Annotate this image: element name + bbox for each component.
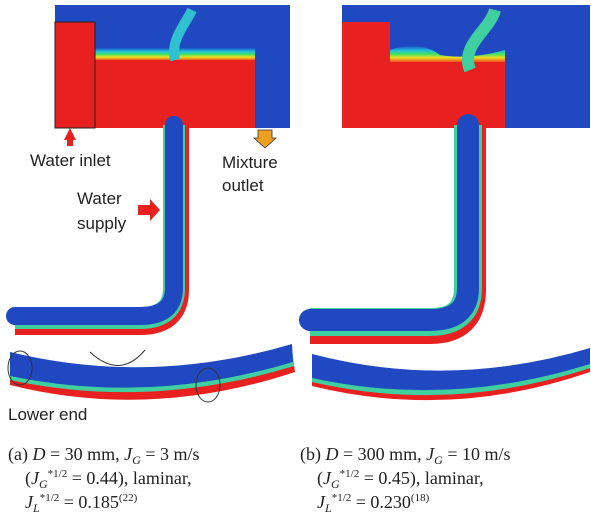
caption-line: (b) D = 300 mm, JG = 10 m/s xyxy=(300,444,511,467)
caption-segment: *1/2 xyxy=(332,492,352,504)
caption-segment: (22) xyxy=(119,492,138,504)
caption-segment: = 3 m/s xyxy=(141,444,200,464)
simulation-b xyxy=(310,5,590,400)
caption-segment: G xyxy=(39,477,48,491)
caption-segment: G xyxy=(434,453,443,467)
mixture-outlet-label: outlet xyxy=(222,176,264,195)
caption-segment: = 0.45), laminar, xyxy=(359,468,483,489)
caption-segment: = 300 mm, xyxy=(339,444,427,464)
water-supply-label: Water xyxy=(77,189,122,208)
lower-end-label: Lower end xyxy=(8,405,87,424)
caption-segment: D xyxy=(325,444,339,464)
caption-segment: *1/2 xyxy=(340,468,360,480)
water-supply-label: supply xyxy=(77,214,127,233)
caption-segment: (b) xyxy=(300,444,326,465)
caption-line: (a) D = 30 mm, JG = 3 m/s xyxy=(8,444,199,467)
figure: Water inlet Mixture outlet Water supply … xyxy=(0,0,591,526)
mixture-outlet-label: Mixture xyxy=(222,153,278,172)
caption-line: (JG*1/2 = 0.44), laminar, xyxy=(25,468,192,491)
caption-segment: (18) xyxy=(411,492,430,504)
caption-segment: = 0.185 xyxy=(59,492,119,512)
caption-segment: = 0.230 xyxy=(351,492,411,512)
caption-line: (JG*1/2 = 0.45), laminar, xyxy=(317,468,484,491)
caption-segment: G xyxy=(331,477,340,491)
caption-segment: *1/2 xyxy=(40,492,60,504)
caption-segment: (a) xyxy=(8,444,32,465)
caption-line: JL*1/2 = 0.185(22) xyxy=(25,492,138,515)
caption-segment: D xyxy=(31,444,45,464)
caption-line: JL*1/2 = 0.230(18) xyxy=(317,492,430,515)
caption-segment: = 10 m/s xyxy=(443,444,511,464)
water-inlet-label: Water inlet xyxy=(30,151,111,170)
caption-segment: = 0.44), laminar, xyxy=(67,468,191,489)
caption-segment: *1/2 xyxy=(48,468,68,480)
caption-segment: G xyxy=(132,453,141,467)
caption-segment: = 30 mm, xyxy=(45,444,124,464)
